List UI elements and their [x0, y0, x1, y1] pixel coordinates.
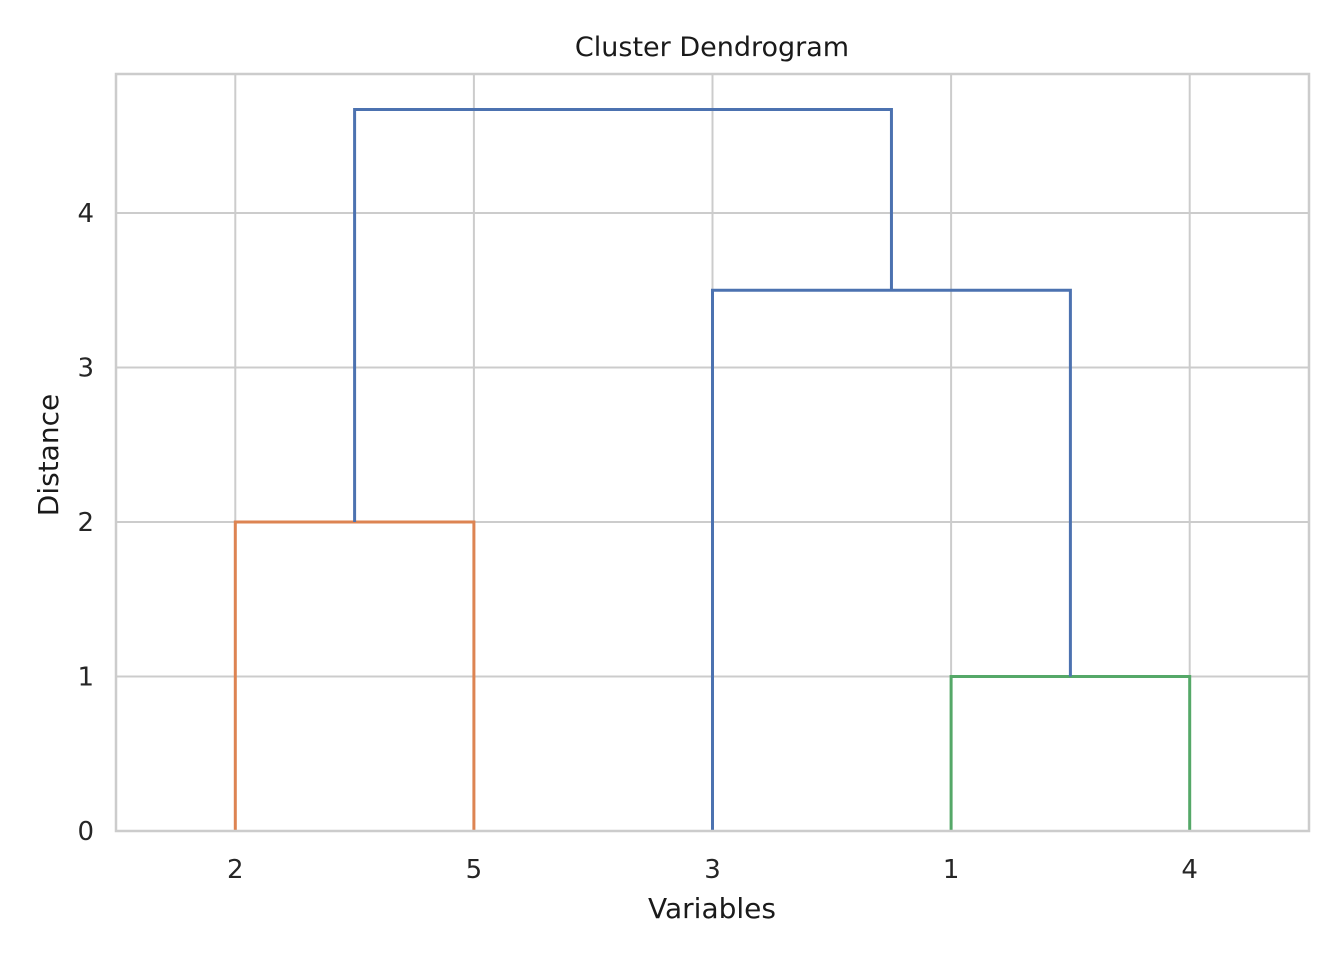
y-tick-label: 4	[77, 199, 94, 229]
y-tick-label: 2	[77, 508, 94, 538]
dendrogram-link	[711, 288, 1072, 831]
dendrogram-link	[353, 108, 893, 523]
x-tick-label: 3	[704, 855, 721, 885]
y-axis-label: Distance	[32, 394, 65, 516]
dendrogram-links	[233, 108, 1192, 831]
y-tick-labels: 0 1 2 3 4	[77, 199, 94, 847]
chart-title: Cluster Dendrogram	[575, 32, 849, 63]
dendrogram-link	[949, 675, 1192, 831]
x-tick-label: 4	[1181, 855, 1198, 885]
plot-frame	[114, 72, 1311, 833]
y-tick-label: 3	[77, 354, 94, 384]
x-axis-label: Variables	[648, 892, 776, 925]
x-tick-label: 5	[466, 855, 483, 885]
x-tick-label: 2	[227, 855, 244, 885]
y-tick-label: 0	[77, 817, 94, 847]
y-tick-label: 1	[77, 663, 94, 693]
x-tick-label: 1	[943, 855, 960, 885]
x-tick-labels: 2 5 3 1 4	[227, 855, 1198, 885]
